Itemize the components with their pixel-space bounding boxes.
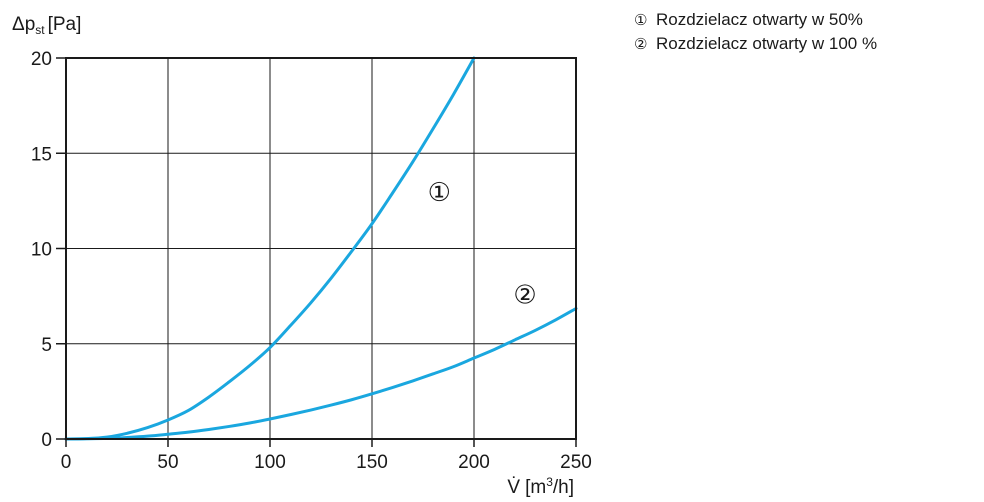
grid-lines [65, 57, 577, 440]
x-tick-label-2: 100 [254, 452, 286, 473]
legend-marker-1: ① [634, 11, 648, 29]
y-axis-title: Δpst [Pa] [12, 14, 81, 37]
ticks: 0 50 100 150 200 250 0 5 10 15 20 [31, 49, 592, 473]
legend-label-1: Rozdzielacz otwarty w 50% [656, 10, 863, 29]
legend-label-2: Rozdzielacz otwarty w 100 % [656, 34, 878, 53]
legend: ① Rozdzielacz otwarty w 50% ② Rozdzielacz … [634, 8, 877, 56]
x-axis-title: V̇ [m3/h] [507, 475, 574, 498]
y-tick-label-1: 5 [41, 335, 52, 356]
series-line-2 [64, 307, 578, 441]
y-tick-label-3: 15 [31, 144, 52, 165]
curve-labels: ①② [428, 178, 537, 311]
legend-marker-2: ② [634, 35, 648, 53]
legend-item-2: ② Rozdzielacz otwarty w 100 % [634, 32, 877, 56]
y-tick-label-0: 0 [41, 430, 52, 451]
x-tick-label-1: 50 [157, 452, 178, 473]
curve-label-2: ② [513, 281, 536, 311]
x-tick-label-5: 250 [560, 452, 592, 473]
x-tick-label-4: 200 [458, 452, 490, 473]
x-tick-label-3: 150 [356, 452, 388, 473]
curves [64, 56, 578, 441]
x-tick-label-0: 0 [61, 452, 72, 473]
curve-label-1: ① [428, 178, 451, 208]
legend-item-1: ① Rozdzielacz otwarty w 50% [634, 8, 877, 32]
y-tick-label-4: 20 [31, 49, 52, 70]
y-tick-label-2: 10 [31, 240, 52, 261]
series-line-1 [64, 56, 476, 441]
